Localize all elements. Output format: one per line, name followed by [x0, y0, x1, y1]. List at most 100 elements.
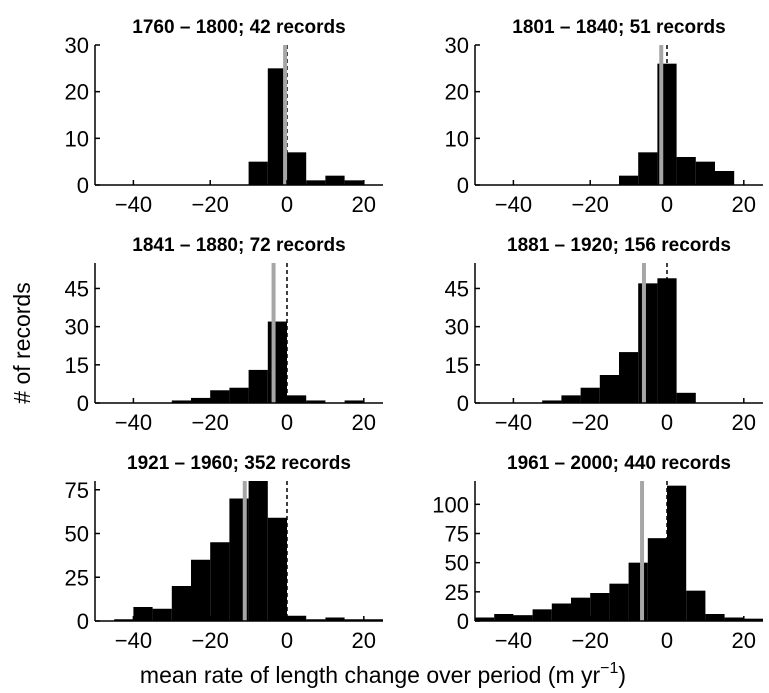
x-tick-label: 0: [281, 410, 293, 435]
histogram-bar: [306, 400, 326, 403]
histogram-bar: [133, 607, 153, 621]
histogram-bar: [676, 157, 696, 185]
histogram-bar: [267, 517, 287, 621]
x-tick-label: 20: [732, 628, 756, 653]
histogram-bar: [743, 618, 763, 621]
histogram-bar: [705, 614, 725, 621]
histogram-panel-1: 0 10 20 30 −40 −20 0 20 1760 – 1800; 42 records: [65, 17, 383, 217]
histogram-bar: [561, 395, 581, 403]
histogram-bar: [229, 387, 249, 403]
y-tick-label: 100: [432, 492, 469, 517]
x-tick-label: 20: [732, 410, 756, 435]
x-tick-label: 0: [281, 192, 293, 217]
y-tick-label: 50: [65, 522, 89, 547]
histogram-panels: 0 10 20 30 −40 −20 0 20 1760 – 1800; 42 records 0…: [65, 17, 763, 653]
x-axis-label-main: mean rate of length change over period (…: [140, 662, 601, 688]
histogram-bar: [542, 400, 562, 403]
panel-title: 1961 – 2000; 440 records: [507, 453, 731, 474]
histogram-bar: [325, 175, 345, 185]
histogram-bar: [191, 559, 211, 621]
y-tick-label: 0: [457, 173, 469, 198]
x-tick-label: −40: [495, 628, 532, 653]
histogram-bar: [171, 586, 191, 621]
x-axis-label-close: ): [618, 662, 626, 688]
histogram-bar: [210, 390, 230, 403]
x-axis-label: mean rate of length change over period (…: [140, 660, 626, 688]
y-tick-label: 30: [65, 315, 89, 340]
x-tick-label: −20: [192, 192, 229, 217]
y-tick-label: 50: [445, 551, 469, 576]
histogram-panel-3: 0 15 30 45 −40 −20 0 20 1841 – 1880; 72 records: [65, 235, 383, 435]
x-tick-label: −20: [192, 628, 229, 653]
y-tick-label: 10: [445, 126, 469, 151]
histogram-bar: [638, 283, 658, 403]
y-tick-label: 20: [445, 80, 469, 105]
histogram-bar: [287, 395, 307, 403]
x-tick-label: −40: [115, 192, 152, 217]
x-tick-label: 0: [661, 410, 673, 435]
x-axis-label-exponent: −1: [600, 660, 618, 677]
y-tick-label: 25: [445, 580, 469, 605]
y-tick-label: 0: [77, 609, 89, 634]
histogram-bar: [325, 617, 345, 621]
histogram-bar: [695, 161, 715, 185]
x-tick-label: −40: [115, 410, 152, 435]
histogram-bar: [114, 619, 134, 621]
histogram-bar: [532, 609, 552, 621]
y-tick-label: 15: [445, 353, 469, 378]
histogram-bar: [724, 617, 744, 621]
y-tick-label: 30: [445, 33, 469, 58]
x-tick-label: −20: [192, 410, 229, 435]
x-tick-label: −40: [115, 628, 152, 653]
panel-title: 1921 – 1960; 352 records: [127, 453, 351, 474]
y-tick-label: 45: [445, 276, 469, 301]
histogram-bar: [344, 400, 364, 403]
histogram-bar: [287, 615, 307, 621]
histogram-bar: [248, 481, 268, 621]
y-tick-label: 75: [65, 478, 89, 503]
x-tick-label: 20: [732, 192, 756, 217]
histogram-bar: [599, 375, 619, 403]
x-tick-label: −20: [572, 410, 609, 435]
histogram-panel-2: 0 10 20 30 −40 −20 0 20 1801 – 1840; 51 records: [445, 17, 763, 217]
histogram-bar: [287, 152, 307, 185]
x-tick-label: 0: [661, 628, 673, 653]
y-tick-label: 30: [65, 33, 89, 58]
histogram-bar: [590, 593, 610, 621]
y-tick-label: 25: [65, 565, 89, 590]
x-tick-label: 20: [352, 628, 376, 653]
panel-title: 1760 – 1800; 42 records: [132, 17, 345, 38]
histogram-bar: [248, 161, 268, 185]
histogram-bar: [171, 400, 191, 403]
histogram-bar: [571, 597, 591, 621]
x-tick-label: −20: [572, 192, 609, 217]
y-tick-label: 0: [77, 391, 89, 416]
histogram-bar: [551, 603, 571, 621]
x-tick-label: 20: [352, 192, 376, 217]
y-tick-label: 15: [65, 353, 89, 378]
x-tick-label: −40: [495, 192, 532, 217]
panel-title: 1841 – 1880; 72 records: [132, 235, 345, 256]
y-tick-label: 0: [457, 609, 469, 634]
histogram-bar: [306, 619, 326, 621]
histogram-bar: [210, 542, 230, 621]
y-tick-label: 75: [445, 522, 469, 547]
histogram-bar: [619, 175, 639, 185]
histogram-bar: [191, 397, 211, 403]
y-tick-label: 0: [77, 173, 89, 198]
histogram-bar: [267, 321, 287, 403]
histogram-bar: [267, 68, 287, 185]
x-tick-label: −40: [495, 410, 532, 435]
histogram-bar: [363, 619, 383, 621]
x-tick-label: −20: [572, 628, 609, 653]
x-tick-label: 0: [281, 628, 293, 653]
y-tick-label: 45: [65, 276, 89, 301]
y-tick-label: 30: [445, 315, 469, 340]
y-axis-label: # of records: [9, 282, 35, 403]
histogram-bar: [580, 387, 600, 403]
histogram-panel-5: 0 25 50 75 −40 −20 0 20 1921 – 1960; 352 records: [65, 453, 383, 653]
x-tick-label: 20: [352, 410, 376, 435]
histogram-bar: [638, 152, 658, 185]
histogram-bar: [344, 180, 364, 185]
histogram-bar: [667, 485, 687, 621]
